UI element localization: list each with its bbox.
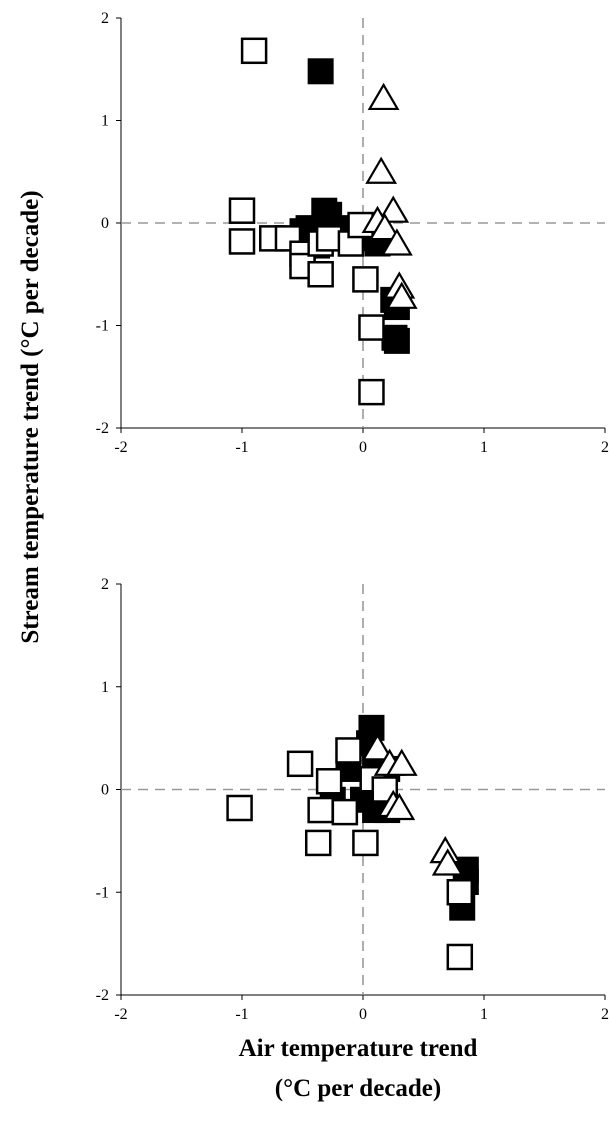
open-square-point — [446, 879, 474, 906]
open-square-point — [307, 796, 334, 824]
y-tick-label: 2 — [101, 576, 109, 593]
open-square-point — [446, 943, 474, 971]
y-tick-label: -1 — [96, 318, 109, 335]
y-axis-title: Stream temperature trend (°C per decade) — [17, 190, 44, 643]
open-square-point — [352, 266, 379, 293]
open-triangle-point — [365, 156, 398, 184]
open-square-point — [289, 252, 316, 280]
x-tick-label: -2 — [114, 1006, 127, 1023]
open-square-point — [286, 750, 314, 778]
y-tick-label: 0 — [101, 215, 109, 232]
open-triangle-point — [385, 748, 418, 776]
scatter-panel-top: -2 -1 0 1 2 -2 -1 0 1 2 — [96, 10, 609, 456]
open-triangle-point — [367, 82, 400, 111]
open-square-point — [352, 829, 379, 857]
open-triangle-point — [361, 733, 394, 761]
open-triangle-point — [385, 281, 418, 309]
open-triangle-point — [368, 212, 401, 241]
open-square-point — [358, 314, 385, 341]
x-axis-title-line1: Air temperature trend — [239, 1035, 478, 1062]
y-tick-label: 1 — [101, 113, 109, 130]
open-square-point — [228, 197, 256, 224]
open-square-point — [304, 829, 332, 857]
open-square-point — [240, 37, 268, 65]
x-tick-label: 0 — [359, 1006, 367, 1023]
x-tick-label: -1 — [235, 1006, 248, 1023]
y-tick-label: -1 — [96, 884, 109, 901]
y-tick-label: -2 — [96, 987, 109, 1004]
filled-square-point — [307, 58, 334, 85]
open-triangle-point — [380, 228, 413, 256]
y-tick-label: 2 — [101, 10, 109, 27]
filled-square-point — [383, 327, 410, 354]
x-tick-label: 0 — [359, 439, 367, 456]
x-tick-label: 2 — [601, 439, 609, 456]
open-square-point — [331, 798, 359, 826]
x-axis-title-line2: (°C per decade) — [275, 1075, 441, 1102]
x-tick-label: 1 — [480, 439, 488, 456]
open-square-point — [226, 794, 253, 822]
open-square-point — [315, 225, 343, 252]
x-tick-label: -1 — [235, 439, 248, 456]
open-square-point — [335, 737, 362, 764]
x-tick-label: 2 — [601, 1006, 609, 1023]
y-tick-label: -2 — [96, 420, 109, 437]
open-triangle-point — [383, 792, 416, 821]
x-tick-label: 1 — [480, 1006, 488, 1023]
scatter-panel-bottom: -2 -1 0 1 2 -2 -1 0 1 2 — [96, 576, 609, 1023]
open-square-point — [228, 228, 256, 255]
open-square-point — [307, 261, 334, 288]
y-tick-label: 0 — [101, 782, 109, 799]
x-tick-label: -2 — [114, 439, 127, 456]
open-square-point — [315, 768, 343, 795]
open-triangle-point — [431, 848, 464, 876]
open-square-point — [358, 378, 385, 406]
y-tick-label: 1 — [101, 679, 109, 696]
